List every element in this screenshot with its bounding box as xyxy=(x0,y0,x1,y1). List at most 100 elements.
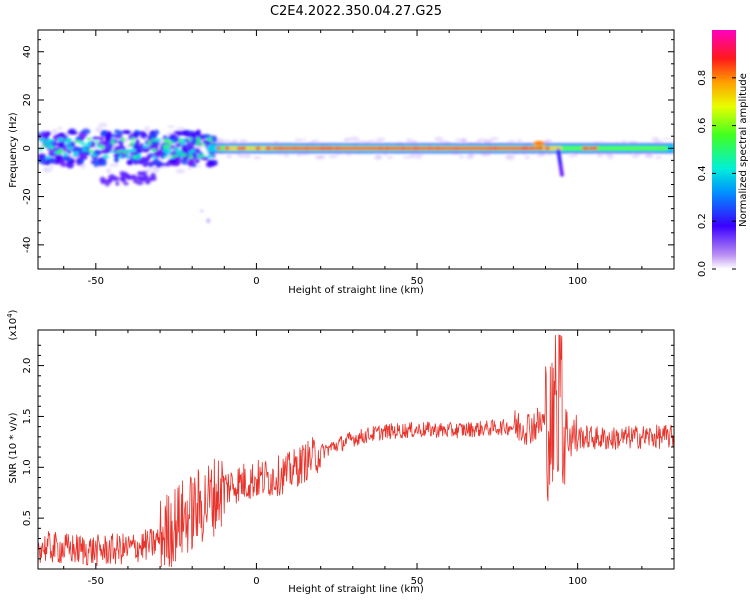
spectral-halo xyxy=(507,139,516,142)
spectral-blob xyxy=(51,157,56,164)
spectral-peak xyxy=(304,146,310,150)
spectral-blob xyxy=(188,138,193,141)
spectral-halo xyxy=(343,137,348,143)
spectral-halo xyxy=(349,136,360,142)
spectral-halo xyxy=(454,138,463,143)
spectral-blob xyxy=(130,141,135,147)
spectral-peak xyxy=(427,146,433,150)
x-tick-label: -50 xyxy=(88,576,104,587)
spectral-blob xyxy=(181,141,187,144)
spectral-blob xyxy=(169,158,177,164)
spectral-blob xyxy=(106,178,112,183)
spectral-blob xyxy=(114,156,119,163)
spectral-halo xyxy=(655,155,662,160)
spectral-peak xyxy=(292,146,298,150)
spectral-halo xyxy=(187,167,193,170)
snr-frame xyxy=(38,330,674,569)
spectral-blob xyxy=(129,148,137,153)
spectral-halo xyxy=(334,152,343,155)
colorbar-tick-label: 0.4 xyxy=(697,165,708,181)
spectral-peak xyxy=(533,140,546,146)
spectral-blob xyxy=(65,142,72,146)
spectral-peak xyxy=(592,146,598,150)
y-tick-label: 1.5 xyxy=(22,408,33,424)
spectral-blob xyxy=(187,131,196,139)
spectral-halo xyxy=(239,138,248,144)
spectral-halo xyxy=(106,167,112,174)
spectral-blob xyxy=(137,171,145,176)
spectral-blob xyxy=(180,159,189,165)
spectral-blob xyxy=(132,177,139,184)
spectral-blob xyxy=(195,159,200,164)
spectral-peak xyxy=(400,146,406,150)
spectral-blob xyxy=(151,156,158,159)
spectral-blob xyxy=(195,129,202,136)
spectral-blob xyxy=(173,146,179,151)
spectral-blob xyxy=(151,138,156,142)
spectral-blob xyxy=(102,155,110,159)
spectral-blob xyxy=(105,132,113,138)
spectral-blob xyxy=(142,145,149,148)
spectral-blob xyxy=(78,132,87,139)
spectral-halo xyxy=(544,139,553,145)
spectral-halo xyxy=(644,152,653,159)
spectral-halo xyxy=(363,140,372,144)
y-tick-label: 0.5 xyxy=(22,510,33,526)
spectral-blob xyxy=(79,158,84,165)
spectrogram-blur-layer xyxy=(38,122,674,224)
spectral-peak xyxy=(224,146,230,150)
y-tick-label: 20 xyxy=(22,94,33,107)
spectral-halo xyxy=(108,163,119,167)
spectral-peak xyxy=(491,146,497,150)
spectral-blob xyxy=(110,139,115,145)
spectral-halo xyxy=(145,168,153,172)
spectral-halo xyxy=(524,155,530,160)
spectral-blob xyxy=(187,145,192,150)
spectral-halo xyxy=(314,155,325,160)
spectral-halo xyxy=(176,127,186,131)
spectral-blob xyxy=(79,153,85,160)
spectral-blob xyxy=(201,156,210,161)
spectral-blob xyxy=(173,130,183,135)
spectral-blob xyxy=(133,155,137,159)
spectral-blob xyxy=(41,144,47,148)
spectral-halo xyxy=(516,139,523,144)
spectral-blob xyxy=(196,137,201,142)
spectral-halo xyxy=(151,166,158,171)
spectral-blob xyxy=(162,144,167,149)
spectral-blob xyxy=(100,180,106,185)
y-tick-label: 2.0 xyxy=(22,358,33,374)
spectral-blob xyxy=(149,133,156,140)
spectral-blob xyxy=(79,142,86,145)
spectral-blob xyxy=(55,155,64,159)
spectral-halo xyxy=(175,168,186,174)
spectral-blob xyxy=(123,150,127,155)
spectral-blob xyxy=(50,146,55,150)
spectral-halo xyxy=(651,136,660,143)
spectral-blob xyxy=(205,161,215,168)
spectral-peak xyxy=(216,146,222,150)
spectral-halo xyxy=(328,154,338,159)
spectral-blob xyxy=(141,145,150,153)
spectral-blob xyxy=(90,153,97,157)
spectral-blob xyxy=(120,137,126,142)
spectral-band-red xyxy=(272,146,540,150)
spectral-halo xyxy=(98,122,108,128)
spectral-blob xyxy=(154,138,162,142)
snr-y-axis-label: SNR (10 * v/v) xyxy=(8,412,19,483)
figure-title: C2E4.2022.350.04.27.G25 xyxy=(270,4,442,19)
spectral-halo xyxy=(402,155,413,159)
spectral-halo xyxy=(49,165,55,169)
spectral-blob xyxy=(181,138,187,141)
spectral-peak xyxy=(255,146,261,150)
spectral-halo xyxy=(223,139,231,143)
spectral-blob xyxy=(200,154,206,157)
spectral-halo xyxy=(243,153,252,159)
spectral-blob xyxy=(41,132,48,137)
snr-series-line xyxy=(38,334,674,568)
spectral-halo xyxy=(596,151,604,158)
spectral-tail xyxy=(559,172,564,177)
spectral-peak xyxy=(384,146,390,150)
spectral-blob xyxy=(140,132,148,139)
spectral-blob xyxy=(126,149,131,154)
